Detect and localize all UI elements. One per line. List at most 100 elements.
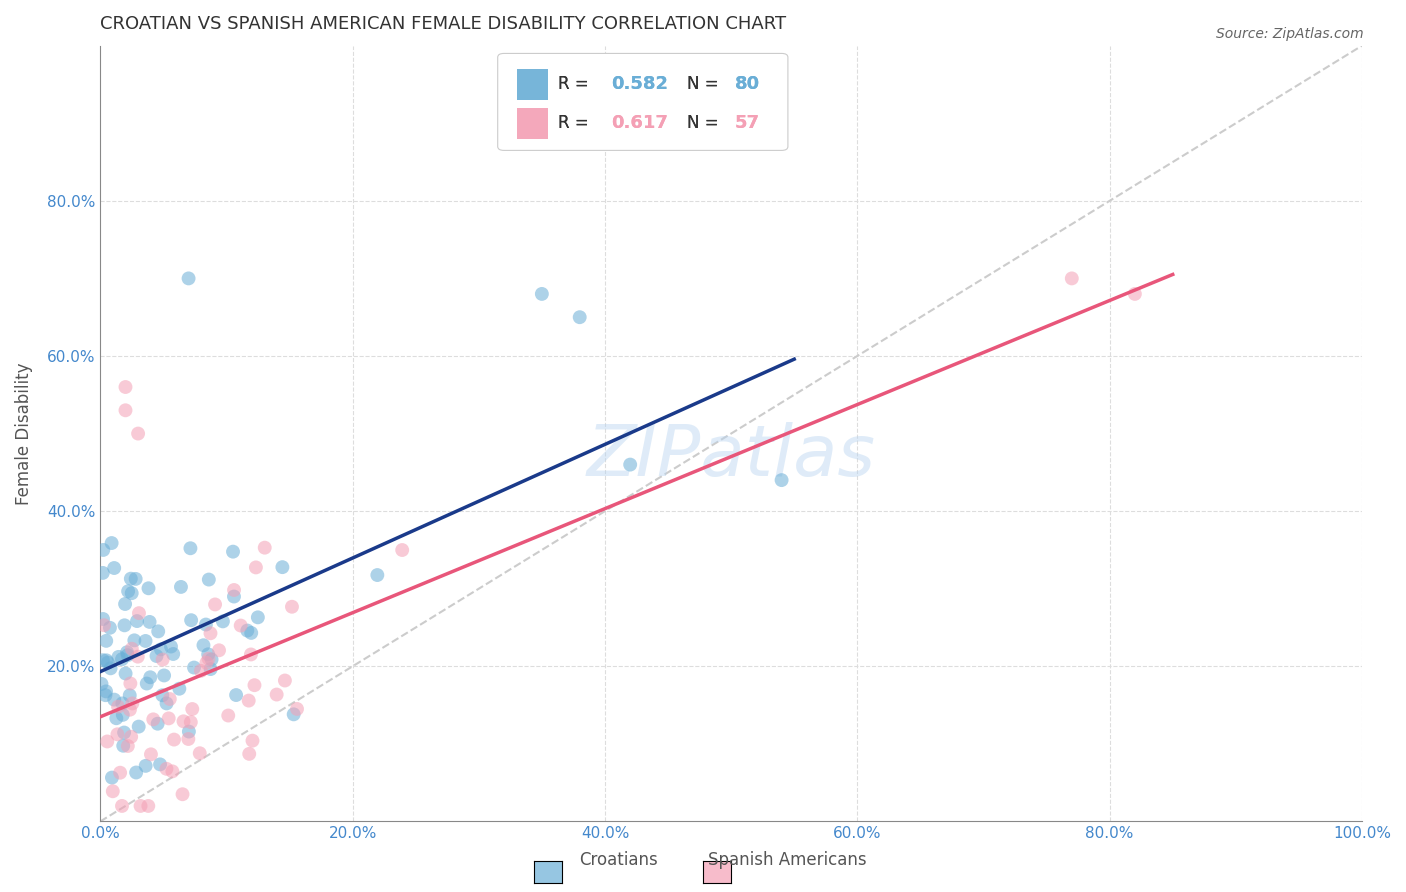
Spanish Americans [180, 715, 202, 730]
Croatians [100, 661, 122, 675]
Spanish Americans [96, 734, 118, 748]
Croatians [149, 757, 172, 772]
Croatians [135, 634, 157, 648]
Croatians [225, 688, 247, 702]
Croatians [135, 676, 157, 690]
Text: R =: R = [558, 114, 589, 132]
Spanish Americans [136, 799, 159, 814]
Croatians [194, 617, 217, 632]
Croatians [98, 621, 121, 635]
Spanish Americans [139, 747, 162, 762]
Spanish Americans [188, 746, 211, 760]
Spanish Americans [120, 676, 142, 690]
Spanish Americans [217, 708, 239, 723]
Spanish Americans [120, 730, 142, 744]
Croatians [138, 615, 160, 629]
Spanish Americans [163, 732, 186, 747]
Croatians [96, 633, 118, 648]
Croatians [146, 716, 169, 731]
Croatians [125, 765, 148, 780]
Croatians [169, 681, 191, 696]
Spanish Americans [129, 799, 152, 814]
FancyBboxPatch shape [498, 54, 787, 151]
Croatians [236, 624, 259, 638]
Spanish Americans [173, 714, 195, 729]
Croatians [114, 597, 136, 611]
Croatians [94, 684, 117, 698]
Croatians [91, 612, 114, 626]
Croatians [103, 692, 125, 706]
Spanish Americans [190, 664, 212, 678]
Spanish Americans [121, 641, 143, 656]
Croatians [124, 633, 146, 648]
Text: Croatians: Croatians [579, 851, 658, 869]
Croatians [145, 648, 167, 663]
Spanish Americans [159, 692, 181, 706]
Spanish Americans [238, 693, 260, 707]
Spanish Americans [107, 699, 129, 714]
Spanish Americans [114, 403, 136, 417]
Croatians [148, 624, 170, 639]
Spanish Americans [197, 651, 219, 665]
Spanish Americans [204, 598, 226, 612]
Croatians [153, 668, 176, 682]
Text: 80: 80 [735, 76, 761, 94]
Croatians [94, 688, 117, 702]
Text: 0.617: 0.617 [612, 114, 668, 132]
Spanish Americans [253, 541, 276, 555]
Spanish Americans [391, 543, 413, 558]
Croatians [180, 613, 202, 627]
Text: N =: N = [688, 114, 718, 132]
Spanish Americans [285, 702, 308, 716]
Text: 80: 80 [735, 76, 761, 94]
Croatians [117, 584, 139, 599]
Text: Spanish Americans: Spanish Americans [709, 851, 866, 869]
Croatians [366, 568, 388, 582]
Spanish Americans [107, 727, 129, 741]
Croatians [118, 688, 141, 702]
Croatians [162, 647, 184, 661]
Spanish Americans [128, 606, 150, 620]
Croatians [91, 653, 114, 667]
Croatians [121, 586, 143, 600]
Croatians [112, 725, 135, 739]
Croatians [138, 582, 160, 596]
Spanish Americans [281, 599, 304, 614]
Text: 0.582: 0.582 [612, 76, 668, 94]
Bar [516, 69, 548, 100]
Croatians [200, 652, 222, 666]
Croatians [105, 711, 128, 725]
Croatians [770, 473, 793, 487]
Text: 57: 57 [735, 114, 759, 132]
Spanish Americans [195, 656, 218, 670]
Spanish Americans [157, 711, 180, 725]
Y-axis label: Female Disability: Female Disability [15, 362, 32, 505]
Croatians [222, 544, 245, 558]
Croatians [139, 670, 162, 684]
Croatians [114, 618, 136, 632]
Croatians [240, 626, 263, 640]
Spanish Americans [243, 678, 266, 692]
Croatians [103, 561, 125, 575]
Spanish Americans [93, 618, 115, 632]
Croatians [97, 656, 120, 670]
Spanish Americans [200, 626, 222, 640]
Spanish Americans [239, 648, 262, 662]
Text: 57: 57 [735, 114, 759, 132]
Croatians [193, 638, 215, 652]
Text: R =: R = [558, 114, 589, 132]
Croatians [100, 536, 122, 550]
Croatians [96, 653, 118, 667]
Spanish Americans [117, 739, 139, 753]
Croatians [111, 697, 134, 711]
Croatians [177, 271, 200, 285]
Spanish Americans [274, 673, 297, 688]
Croatians [112, 739, 135, 753]
Croatians [283, 707, 305, 722]
Text: ZIPatlas: ZIPatlas [586, 422, 876, 491]
Spanish Americans [1060, 271, 1083, 285]
Croatians [271, 560, 294, 574]
Spanish Americans [177, 731, 200, 746]
Spanish Americans [127, 649, 149, 664]
Croatians [200, 662, 222, 676]
